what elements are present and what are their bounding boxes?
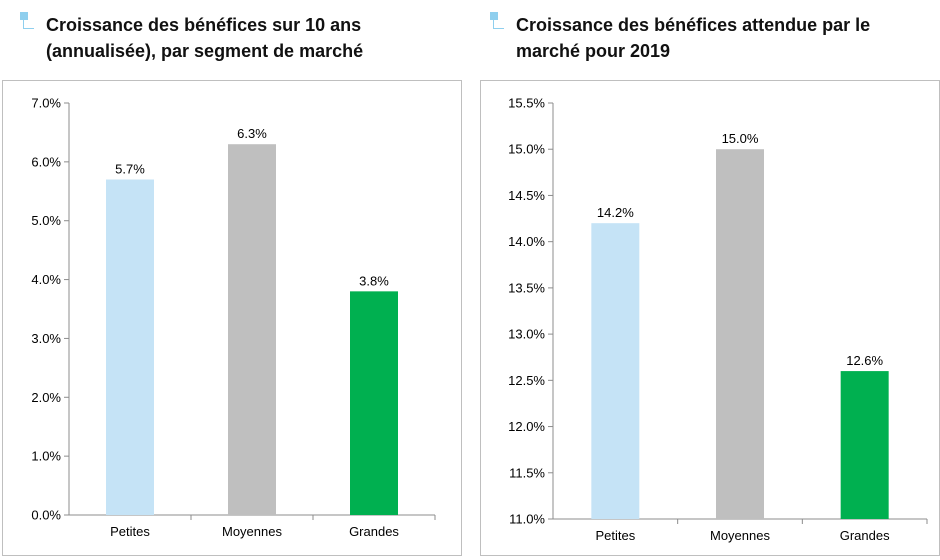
- chart-title: Croissance des bénéfices attendue par le…: [516, 15, 871, 61]
- data-label: 3.8%: [359, 273, 389, 288]
- x-tick-label: Moyennes: [222, 524, 282, 539]
- y-tick-label: 13.0%: [508, 327, 545, 342]
- y-tick-label: 15.0%: [508, 142, 545, 157]
- y-tick-label: 12.0%: [508, 419, 545, 434]
- y-tick-label: 2.0%: [31, 390, 61, 405]
- x-tick-label: Petites: [595, 528, 635, 543]
- bullet-icon: [488, 12, 504, 30]
- chart-panel-expected-2019: Croissance des bénéfices attendue par le…: [470, 0, 940, 560]
- bar-grandes: [840, 371, 889, 519]
- bar-petites: [106, 179, 154, 515]
- y-tick-label: 11.5%: [509, 465, 545, 480]
- data-label: 15.0%: [722, 131, 759, 146]
- chart-title: Croissance des bénéfices sur 10 ans (ann…: [46, 15, 364, 61]
- bar-grandes: [350, 291, 398, 515]
- y-tick-label: 0.0%: [31, 508, 61, 523]
- y-tick-label: 6.0%: [31, 154, 61, 169]
- y-tick-label: 5.0%: [31, 213, 61, 228]
- y-tick-label: 13.5%: [508, 280, 545, 295]
- bullet-icon: [18, 12, 34, 30]
- x-tick-label: Moyennes: [710, 528, 770, 543]
- data-label: 5.7%: [115, 162, 145, 177]
- bar-moyennes: [228, 144, 276, 515]
- y-tick-label: 15.5%: [508, 96, 545, 111]
- x-tick-label: Grandes: [349, 524, 399, 539]
- data-label: 14.2%: [597, 205, 634, 220]
- chart-panel-ten-year: Croissance des bénéfices sur 10 ans (ann…: [2, 12, 462, 556]
- chart-frame: 11.0% 11.5% 12.0% 12.5% 13.0% 13.5% 14.0% 14.5%…: [480, 80, 940, 556]
- y-tick-label: 4.0%: [31, 272, 61, 287]
- data-label: 12.6%: [846, 353, 883, 368]
- bar-chart-expected-2019: 11.0% 11.5% 12.0% 12.5% 13.0% 13.5% 14.0% 14.5%…: [508, 96, 928, 543]
- y-tick-label: 3.0%: [31, 331, 61, 346]
- y-tick-label: 11.0%: [509, 512, 545, 527]
- y-tick-label: 14.5%: [508, 188, 545, 203]
- y-tick-label: 12.5%: [508, 373, 545, 388]
- x-tick-label: Petites: [110, 524, 150, 539]
- chart-frame: 0.0% 1.0% 2.0% 3.0% 4.0% 5.0% 6.0% 7.0% 5.7% Peti…: [2, 80, 462, 556]
- y-tick-label: 1.0%: [31, 449, 61, 464]
- y-tick-label: 14.0%: [508, 234, 545, 249]
- x-tick-label: Grandes: [840, 528, 890, 543]
- data-label: 6.3%: [237, 126, 267, 141]
- bar-chart-ten-year: 0.0% 1.0% 2.0% 3.0% 4.0% 5.0% 6.0% 7.0% 5.7% Peti…: [31, 96, 436, 539]
- bar-petites: [591, 223, 640, 519]
- y-tick-label: 7.0%: [31, 96, 61, 111]
- bar-moyennes: [716, 149, 764, 519]
